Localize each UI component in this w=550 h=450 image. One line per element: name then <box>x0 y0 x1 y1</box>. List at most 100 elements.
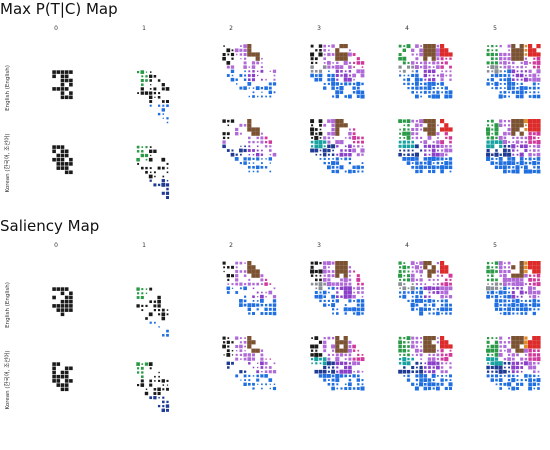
heatmap-cell <box>153 91 157 95</box>
heatmap-cell <box>273 91 276 94</box>
heatmap-cell <box>255 273 260 278</box>
heatmap-cell <box>343 261 348 266</box>
heatmap-cell <box>272 386 277 391</box>
heatmap-cell <box>440 44 445 49</box>
heatmap-cell <box>503 61 507 65</box>
heatmap-cell <box>227 345 230 348</box>
heatmap-cell <box>445 57 448 60</box>
heatmap-cell <box>536 169 541 174</box>
heatmap-cell <box>436 149 439 152</box>
heatmap-cell <box>494 123 499 128</box>
heatmap-cell <box>448 127 453 132</box>
heatmap-cell <box>244 350 246 352</box>
heatmap-cell <box>315 153 318 156</box>
heatmap-cell <box>243 340 247 344</box>
heatmap-cell <box>268 303 272 307</box>
heatmap-cell <box>436 358 439 361</box>
heatmap-cell <box>504 87 506 89</box>
heatmap-cell <box>440 307 444 312</box>
heatmap-cell <box>243 48 247 52</box>
heatmap-cell <box>502 165 507 170</box>
heatmap-cell <box>318 69 323 73</box>
heatmap-cell <box>239 162 242 165</box>
heatmap-cell <box>515 336 520 341</box>
heatmap-cell <box>503 286 507 291</box>
heatmap-cell <box>494 69 499 74</box>
heatmap-cell <box>519 73 524 78</box>
heatmap-cell <box>145 79 148 82</box>
heatmap-cell <box>523 340 528 345</box>
heatmap-cell <box>230 77 235 82</box>
heatmap-cell <box>227 337 230 339</box>
heatmap-cell <box>226 74 230 77</box>
heatmap-cell <box>136 157 140 162</box>
heatmap-cell <box>158 379 161 382</box>
heatmap-cell <box>414 298 419 303</box>
heatmap-cell <box>361 282 364 286</box>
heatmap-cell <box>402 291 406 294</box>
heatmap-cell <box>427 86 432 91</box>
heatmap-cell <box>436 361 440 365</box>
heatmap-cell <box>353 270 356 273</box>
heatmap-cell <box>537 278 540 282</box>
heatmap-cell <box>248 278 251 281</box>
heatmap-cell <box>348 374 351 377</box>
heatmap-cell <box>239 282 243 286</box>
heatmap-cell <box>331 282 335 286</box>
heatmap-cell <box>141 150 144 153</box>
heatmap-cell <box>150 154 152 157</box>
heatmap-cell <box>515 273 520 278</box>
heatmap-cell <box>436 261 439 265</box>
heatmap-cell <box>251 273 256 278</box>
heatmap-cell <box>310 131 314 136</box>
heatmap-cell <box>515 169 520 174</box>
heatmap-cell <box>268 90 273 95</box>
heatmap-cell <box>503 295 507 299</box>
heatmap-cell <box>335 48 340 53</box>
heatmap-panel <box>310 44 365 99</box>
heatmap-cell <box>419 170 423 173</box>
heatmap-cell <box>235 353 238 356</box>
heatmap-cell <box>537 375 540 377</box>
heatmap-cell <box>149 179 152 182</box>
heatmap-cell <box>415 91 418 94</box>
heatmap-cell <box>149 100 153 103</box>
heatmap-cell <box>428 170 431 173</box>
heatmap-cell <box>314 77 319 82</box>
heatmap-cell <box>486 348 491 353</box>
heatmap-cell <box>494 131 499 136</box>
heatmap-cell <box>415 44 419 48</box>
heatmap-cell <box>327 278 331 282</box>
heatmap-cell <box>524 265 528 270</box>
heatmap-cell <box>524 283 527 286</box>
heatmap-cell <box>437 337 439 339</box>
heatmap-cell <box>436 44 440 48</box>
heatmap-cell <box>141 363 144 365</box>
heatmap-cell <box>314 140 319 144</box>
heatmap-cell <box>494 344 499 349</box>
heatmap-cell <box>360 90 365 95</box>
heatmap-cell <box>528 386 533 391</box>
heatmap-cell <box>495 149 498 152</box>
heatmap-cell <box>411 140 415 144</box>
heatmap-cell <box>431 344 436 349</box>
heatmap-cell <box>310 44 314 48</box>
heatmap-cell <box>335 282 340 286</box>
heatmap-cell <box>503 74 507 77</box>
heatmap-cell <box>503 273 507 278</box>
heatmap-cell <box>536 378 541 383</box>
heatmap-cell <box>231 57 234 60</box>
heatmap-cell <box>311 337 313 339</box>
heatmap-cell <box>499 74 503 77</box>
heatmap-cell <box>423 65 428 70</box>
heatmap-cell <box>491 82 494 85</box>
heatmap-cell <box>222 53 226 57</box>
heatmap-cell <box>357 170 360 173</box>
heatmap-cell <box>494 353 499 357</box>
heatmap-cell <box>414 348 419 353</box>
heatmap-cell <box>247 303 252 307</box>
heatmap-cell <box>411 119 415 123</box>
heatmap-cell <box>402 140 406 144</box>
heatmap-cell <box>223 270 225 273</box>
heatmap-cell <box>436 61 440 65</box>
